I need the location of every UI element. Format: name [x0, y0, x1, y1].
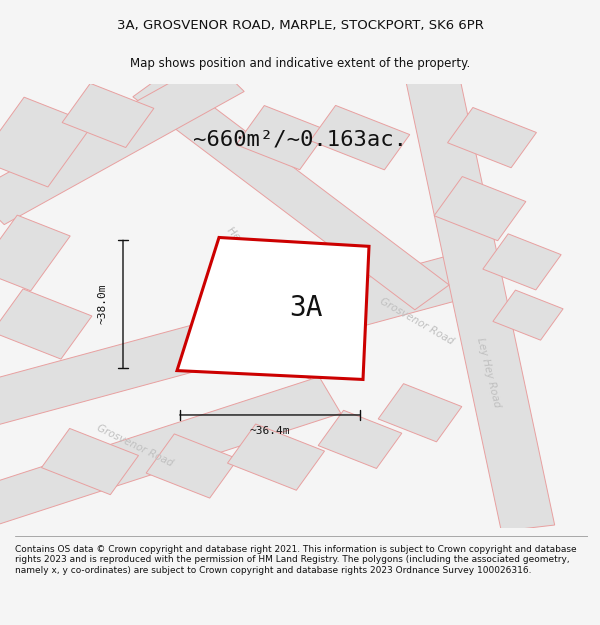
Polygon shape [0, 97, 93, 187]
Text: Grosvenor Road: Grosvenor Road [378, 296, 456, 347]
Polygon shape [378, 384, 462, 442]
Polygon shape [434, 176, 526, 241]
Text: ~36.4m: ~36.4m [250, 426, 290, 436]
Polygon shape [146, 434, 238, 498]
Polygon shape [0, 250, 490, 425]
Polygon shape [133, 72, 449, 310]
Polygon shape [406, 72, 554, 531]
Text: Ley Hey Road: Ley Hey Road [475, 337, 503, 409]
Polygon shape [310, 106, 410, 170]
Text: Grosvenor Road: Grosvenor Road [95, 423, 175, 469]
Text: Map shows position and indicative extent of the property.: Map shows position and indicative extent… [130, 58, 470, 71]
Polygon shape [0, 215, 70, 291]
Polygon shape [236, 106, 328, 170]
Polygon shape [0, 59, 244, 224]
Text: Contains OS data © Crown copyright and database right 2021. This information is : Contains OS data © Crown copyright and d… [15, 545, 577, 575]
Polygon shape [0, 377, 341, 524]
Text: Hey Hey Avenue: Hey Hey Avenue [225, 225, 291, 294]
Text: ~660m²/~0.163ac.: ~660m²/~0.163ac. [193, 130, 407, 150]
Polygon shape [62, 83, 154, 148]
Polygon shape [318, 410, 402, 469]
Polygon shape [448, 107, 536, 168]
Text: 3A: 3A [289, 294, 323, 322]
Polygon shape [483, 234, 561, 290]
Polygon shape [177, 238, 369, 379]
Text: 3A, GROSVENOR ROAD, MARPLE, STOCKPORT, SK6 6PR: 3A, GROSVENOR ROAD, MARPLE, STOCKPORT, S… [116, 19, 484, 31]
Polygon shape [41, 428, 139, 495]
Polygon shape [215, 287, 349, 379]
Polygon shape [227, 424, 325, 490]
Text: ~38.0m: ~38.0m [98, 284, 108, 324]
Polygon shape [493, 290, 563, 340]
Polygon shape [0, 289, 92, 359]
